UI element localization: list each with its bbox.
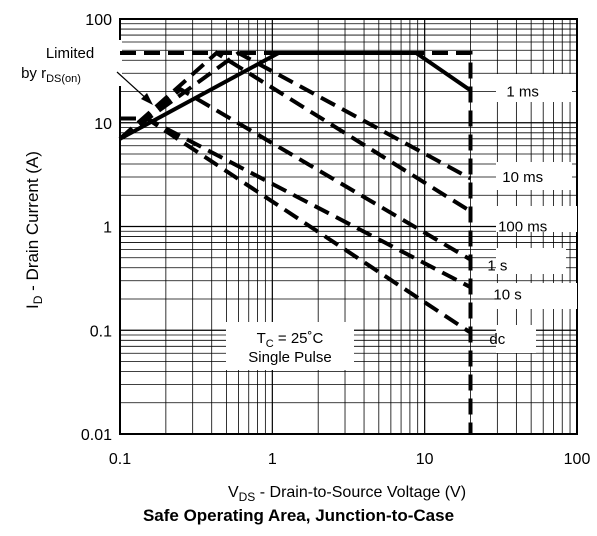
y-tick-label: 0.01 <box>81 427 112 444</box>
series-lines <box>118 50 473 434</box>
series-label: 10 s <box>493 287 521 304</box>
conditions-pulse: Single Pulse <box>248 349 331 366</box>
series-line-limit-boundary <box>120 51 473 434</box>
y-tick-label: 1 <box>103 220 112 237</box>
chart-text: ID - Drain Current (A) VDS - Drain-to-So… <box>21 12 590 504</box>
series-line-dc <box>120 116 472 335</box>
label-box <box>496 206 577 232</box>
series-label: 100 ms <box>498 219 547 236</box>
label-box <box>496 162 572 190</box>
x-tick-label: 0.1 <box>109 451 131 468</box>
x-axis-label: VDS - Drain-to-Source Voltage (V) <box>228 484 466 504</box>
series-label: 10 ms <box>502 169 543 186</box>
limited-pointer-arrowhead <box>141 93 153 105</box>
conditions-temperature: TC = 25˚C <box>257 330 324 350</box>
label-box <box>496 325 536 353</box>
chart-caption: Safe Operating Area, Junction-to-Case <box>142 506 455 525</box>
y-tick-label: 0.1 <box>90 323 112 340</box>
series-label: dc <box>489 331 505 348</box>
series-label: 1 ms <box>506 84 539 101</box>
label-box <box>496 283 577 309</box>
series-line-10-ms <box>118 50 472 181</box>
series-line-1-s <box>118 86 472 262</box>
y-tick-label: 10 <box>94 116 112 133</box>
label-backgrounds <box>30 40 577 370</box>
series-label: 1 s <box>487 258 507 275</box>
conditions-box <box>226 322 354 370</box>
label-box <box>496 248 566 274</box>
x-tick-label: 10 <box>416 451 434 468</box>
label-box <box>496 74 572 102</box>
limited-pointer-arrow <box>116 71 150 102</box>
limited-annotation-line1: Limited <box>46 45 94 62</box>
x-tick-label: 100 <box>564 451 591 468</box>
limited-annotation-line2: by rDS(on) <box>21 65 81 85</box>
y-axis-label: ID - Drain Current (A) <box>23 151 45 309</box>
x-tick-label: 1 <box>268 451 277 468</box>
y-tick-label: 100 <box>85 12 112 29</box>
limited-box <box>30 40 122 86</box>
